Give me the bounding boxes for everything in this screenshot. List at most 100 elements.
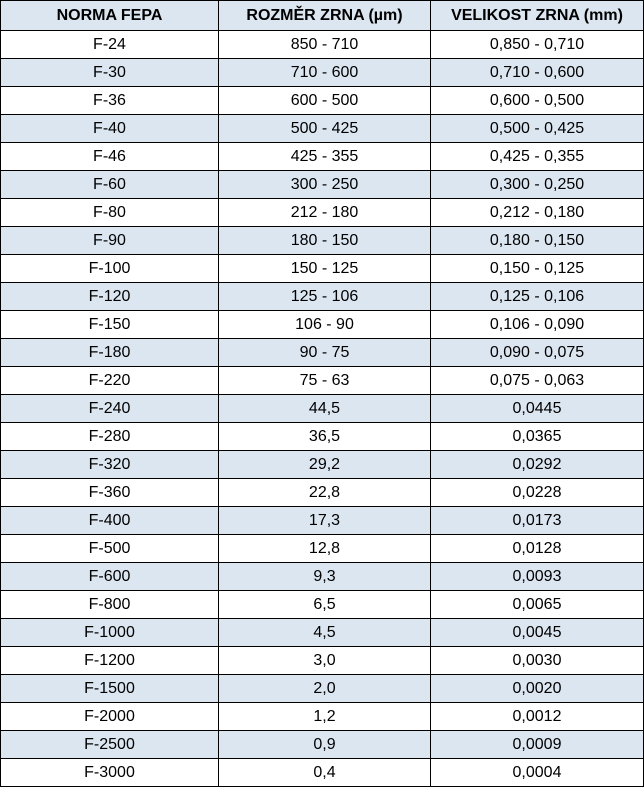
cell-velikost-zrna: 0,0009 (430, 730, 644, 759)
cell-rozmer-zrna: 90 - 75 (218, 338, 431, 367)
cell-velikost-zrna: 0,106 - 0,090 (430, 310, 644, 339)
cell-rozmer-zrna: 212 - 180 (218, 198, 431, 227)
cell-velikost-zrna: 0,180 - 0,150 (430, 226, 644, 255)
cell-rozmer-zrna: 125 - 106 (218, 282, 431, 311)
cell-norma-fepa: F-3000 (0, 758, 219, 787)
cell-rozmer-zrna: 150 - 125 (218, 254, 431, 283)
cell-velikost-zrna: 0,0173 (430, 506, 644, 535)
cell-norma-fepa: F-2500 (0, 730, 219, 759)
cell-velikost-zrna: 0,090 - 0,075 (430, 338, 644, 367)
cell-norma-fepa: F-1000 (0, 618, 219, 647)
cell-norma-fepa: F-90 (0, 226, 219, 255)
cell-rozmer-zrna: 44,5 (218, 394, 431, 423)
table-row: F-280 36,5 0,0365 (0, 422, 644, 451)
cell-velikost-zrna: 0,710 - 0,600 (430, 58, 644, 87)
table-row: F-24 850 - 710 0,850 - 0,710 (0, 30, 644, 59)
cell-norma-fepa: F-46 (0, 142, 219, 171)
table-row: F-40 500 - 425 0,500 - 0,425 (0, 114, 644, 143)
table-row: F-3000 0,4 0,0004 (0, 758, 644, 787)
table-row: F-2000 1,2 0,0012 (0, 702, 644, 731)
cell-norma-fepa: F-150 (0, 310, 219, 339)
cell-velikost-zrna: 0,500 - 0,425 (430, 114, 644, 143)
cell-rozmer-zrna: 36,5 (218, 422, 431, 451)
table-row: F-1200 3,0 0,0030 (0, 646, 644, 675)
cell-norma-fepa: F-100 (0, 254, 219, 283)
cell-rozmer-zrna: 4,5 (218, 618, 431, 647)
cell-velikost-zrna: 0,075 - 0,063 (430, 366, 644, 395)
cell-velikost-zrna: 0,0012 (430, 702, 644, 731)
cell-rozmer-zrna: 850 - 710 (218, 30, 431, 59)
table-row: F-400 17,3 0,0173 (0, 506, 644, 535)
table-row: F-100 150 - 125 0,150 - 0,125 (0, 254, 644, 283)
cell-norma-fepa: F-40 (0, 114, 219, 143)
cell-norma-fepa: F-500 (0, 534, 219, 563)
cell-rozmer-zrna: 75 - 63 (218, 366, 431, 395)
table-row: F-2500 0,9 0,0009 (0, 730, 644, 759)
cell-norma-fepa: F-36 (0, 86, 219, 115)
cell-rozmer-zrna: 6,5 (218, 590, 431, 619)
table-row: F-600 9,3 0,0093 (0, 562, 644, 591)
cell-velikost-zrna: 0,0128 (430, 534, 644, 563)
cell-rozmer-zrna: 106 - 90 (218, 310, 431, 339)
cell-norma-fepa: F-30 (0, 58, 219, 87)
cell-norma-fepa: F-180 (0, 338, 219, 367)
cell-velikost-zrna: 0,0004 (430, 758, 644, 787)
cell-rozmer-zrna: 2,0 (218, 674, 431, 703)
cell-rozmer-zrna: 500 - 425 (218, 114, 431, 143)
cell-norma-fepa: F-400 (0, 506, 219, 535)
table-row: F-30 710 - 600 0,710 - 0,600 (0, 58, 644, 87)
cell-norma-fepa: F-280 (0, 422, 219, 451)
cell-velikost-zrna: 0,125 - 0,106 (430, 282, 644, 311)
cell-rozmer-zrna: 600 - 500 (218, 86, 431, 115)
cell-norma-fepa: F-320 (0, 450, 219, 479)
table-row: F-800 6,5 0,0065 (0, 590, 644, 619)
table-row: F-180 90 - 75 0,090 - 0,075 (0, 338, 644, 367)
table-row: F-150 106 - 90 0,106 - 0,090 (0, 310, 644, 339)
cell-rozmer-zrna: 29,2 (218, 450, 431, 479)
cell-rozmer-zrna: 12,8 (218, 534, 431, 563)
table-row: F-80 212 - 180 0,212 - 0,180 (0, 198, 644, 227)
table-row: F-90 180 - 150 0,180 - 0,150 (0, 226, 644, 255)
cell-norma-fepa: F-240 (0, 394, 219, 423)
cell-velikost-zrna: 0,300 - 0,250 (430, 170, 644, 199)
cell-norma-fepa: F-60 (0, 170, 219, 199)
cell-rozmer-zrna: 0,9 (218, 730, 431, 759)
table-row: F-220 75 - 63 0,075 - 0,063 (0, 366, 644, 395)
table-row: F-36 600 - 500 0,600 - 0,500 (0, 86, 644, 115)
cell-velikost-zrna: 0,0045 (430, 618, 644, 647)
table-header: NORMA FEPA ROZMĚR ZRNA (µm) VELIKOST ZRN… (0, 0, 644, 31)
cell-velikost-zrna: 0,425 - 0,355 (430, 142, 644, 171)
cell-velikost-zrna: 0,0093 (430, 562, 644, 591)
cell-norma-fepa: F-800 (0, 590, 219, 619)
cell-velikost-zrna: 0,850 - 0,710 (430, 30, 644, 59)
table-row: F-240 44,5 0,0445 (0, 394, 644, 423)
table-row: F-500 12,8 0,0128 (0, 534, 644, 563)
cell-rozmer-zrna: 17,3 (218, 506, 431, 535)
cell-velikost-zrna: 0,0445 (430, 394, 644, 423)
header-norma-fepa: NORMA FEPA (0, 0, 219, 31)
header-velikost-zrna: VELIKOST ZRNA (mm) (430, 0, 644, 31)
table-row: F-1500 2,0 0,0020 (0, 674, 644, 703)
cell-norma-fepa: F-220 (0, 366, 219, 395)
cell-norma-fepa: F-600 (0, 562, 219, 591)
cell-velikost-zrna: 0,600 - 0,500 (430, 86, 644, 115)
cell-velikost-zrna: 0,150 - 0,125 (430, 254, 644, 283)
cell-rozmer-zrna: 300 - 250 (218, 170, 431, 199)
header-rozmer-zrna: ROZMĚR ZRNA (µm) (218, 0, 431, 31)
table-body: F-24 850 - 710 0,850 - 0,710 F-30 710 - 600 0… (0, 30, 644, 787)
cell-velikost-zrna: 0,212 - 0,180 (430, 198, 644, 227)
cell-velikost-zrna: 0,0292 (430, 450, 644, 479)
table-row: F-320 29,2 0,0292 (0, 450, 644, 479)
table-row: F-60 300 - 250 0,300 - 0,250 (0, 170, 644, 199)
cell-rozmer-zrna: 425 - 355 (218, 142, 431, 171)
cell-norma-fepa: F-2000 (0, 702, 219, 731)
cell-velikost-zrna: 0,0030 (430, 646, 644, 675)
cell-velikost-zrna: 0,0065 (430, 590, 644, 619)
cell-rozmer-zrna: 180 - 150 (218, 226, 431, 255)
cell-rozmer-zrna: 710 - 600 (218, 58, 431, 87)
table-row: F-1000 4,5 0,0045 (0, 618, 644, 647)
cell-norma-fepa: F-80 (0, 198, 219, 227)
cell-rozmer-zrna: 9,3 (218, 562, 431, 591)
cell-rozmer-zrna: 0,4 (218, 758, 431, 787)
